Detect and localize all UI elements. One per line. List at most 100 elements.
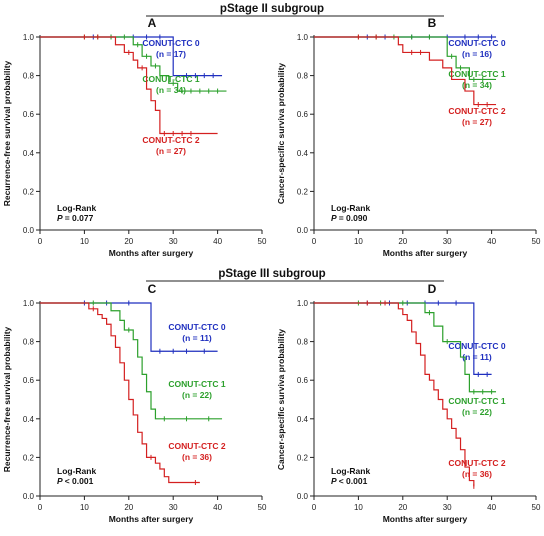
x-tick-label: 40 xyxy=(213,237,222,246)
legend-series-n: (n = 27) xyxy=(156,146,186,156)
x-tick-label: 40 xyxy=(213,503,222,512)
y-tick-label: 0.8 xyxy=(23,338,35,347)
y-tick-label: 0.0 xyxy=(297,492,309,501)
stat-test-label: Log-Rank xyxy=(331,466,370,476)
y-tick-label: 0.8 xyxy=(23,72,35,81)
x-axis-label: Months after surgery xyxy=(109,514,194,524)
x-tick-label: 0 xyxy=(38,237,43,246)
y-tick-label: 0.0 xyxy=(23,226,35,235)
legend-series-n: (n = 11) xyxy=(462,352,492,362)
p-value-text: = 0.090 xyxy=(339,213,368,223)
panel-letter: B xyxy=(428,16,437,30)
x-tick-label: 30 xyxy=(169,503,178,512)
legend-series-name: CONUT-CTC 0 xyxy=(142,38,199,48)
panel-d: D 0.0 0.2 0.4 0.6 0.8 1.0 0 10 20 30 40 50 Months aft… xyxy=(276,282,541,524)
x-tick-label: 0 xyxy=(312,503,317,512)
stat-p-value: P = 0.077 xyxy=(57,213,94,223)
x-tick-label: 20 xyxy=(398,503,407,512)
x-tick-label: 10 xyxy=(80,237,89,246)
p-value-text: < 0.001 xyxy=(65,476,94,486)
stat-test-label: Log-Rank xyxy=(57,203,96,213)
y-axis-label: Cancer-specific surviva probability xyxy=(276,63,286,205)
legend-series-name: CONUT-CTC 2 xyxy=(448,458,505,468)
stat-test-label: Log-Rank xyxy=(331,203,370,213)
legend-series-name: CONUT-CTC 0 xyxy=(448,341,505,351)
y-tick-label: 1.0 xyxy=(297,33,309,42)
legend-series-n: (n = 22) xyxy=(462,407,492,417)
x-tick-label: 30 xyxy=(443,237,452,246)
legend-series-n: (n = 36) xyxy=(182,452,212,462)
legend-series-name: CONUT-CTC 1 xyxy=(142,74,199,84)
x-axis-label: Months after surgery xyxy=(383,514,468,524)
x-axis-label: Months after surgery xyxy=(383,248,468,258)
y-tick-label: 0.0 xyxy=(297,226,309,235)
legend-series-n: (n = 17) xyxy=(156,49,186,59)
y-tick-label: 0.4 xyxy=(297,415,309,424)
x-tick-label: 10 xyxy=(80,503,89,512)
km-curve-conut-ctc-1 xyxy=(40,302,223,420)
x-tick-label: 10 xyxy=(354,503,363,512)
stat-test-label: Log-Rank xyxy=(57,466,96,476)
km-curve-conut-ctc-2 xyxy=(314,302,475,487)
y-axis-label: Recurrence-free survival probability xyxy=(2,60,12,206)
legend-series-name: CONUT-CTC 1 xyxy=(448,69,505,79)
legend-series-n: (n = 34) xyxy=(156,85,186,95)
legend-series-n: (n = 36) xyxy=(462,469,492,479)
panel-c: C 0.0 0.2 0.4 0.6 0.8 1.0 0 10 20 30 40 50 Months aft… xyxy=(2,282,267,524)
km-curve-conut-ctc-1 xyxy=(314,302,497,393)
x-tick-label: 30 xyxy=(443,503,452,512)
y-tick-label: 0.6 xyxy=(297,376,309,385)
legend-series-name: CONUT-CTC 0 xyxy=(448,38,505,48)
y-tick-label: 0.0 xyxy=(23,492,35,501)
x-tick-label: 30 xyxy=(169,237,178,246)
panels-layer: A 0.0 0.2 0.4 0.6 0.8 1.0 0 10 20 30 40 50 Months aft… xyxy=(2,16,541,524)
y-tick-label: 0.2 xyxy=(297,187,309,196)
p-value-text: = 0.077 xyxy=(65,213,94,223)
panel-letter: A xyxy=(148,16,157,30)
panel-letter: D xyxy=(428,282,437,296)
y-axis-label: Cancer-specific surviva probability xyxy=(276,329,286,471)
p-value-text: < 0.001 xyxy=(339,476,368,486)
legend-series-n: (n = 34) xyxy=(462,80,492,90)
group-title-pstage-iii: pStage III subgroup xyxy=(218,268,325,280)
km-curve-conut-ctc-2 xyxy=(314,36,497,106)
stat-p-value: P < 0.001 xyxy=(57,476,94,486)
panel-letter: C xyxy=(148,282,157,296)
x-tick-label: 40 xyxy=(487,503,496,512)
legend-series-name: CONUT-CTC 2 xyxy=(168,441,225,451)
x-tick-label: 50 xyxy=(532,237,541,246)
panel-b: B 0.0 0.2 0.4 0.6 0.8 1.0 0 10 20 30 40 50 Months aft… xyxy=(276,16,541,258)
x-tick-label: 20 xyxy=(124,237,133,246)
group-title-pstage-ii: pStage II subgroup xyxy=(220,3,324,15)
stat-p-value: P < 0.001 xyxy=(331,476,368,486)
x-tick-label: 0 xyxy=(38,503,43,512)
y-axis-label: Recurrence-free survival probability xyxy=(2,326,12,472)
y-tick-label: 0.2 xyxy=(23,453,35,462)
x-axis-label: Months after surgery xyxy=(109,248,194,258)
legend-series-name: CONUT-CTC 1 xyxy=(168,379,225,389)
x-tick-label: 50 xyxy=(532,503,541,512)
p-symbol: P xyxy=(331,476,339,486)
p-symbol: P xyxy=(331,213,339,223)
km-curve-conut-ctc-1 xyxy=(314,36,497,81)
y-tick-label: 0.4 xyxy=(23,415,35,424)
y-tick-label: 0.6 xyxy=(297,110,309,119)
stat-p-value: P = 0.090 xyxy=(331,213,368,223)
y-tick-label: 0.4 xyxy=(23,149,35,158)
legend-series-n: (n = 27) xyxy=(462,117,492,127)
legend-series-n: (n = 22) xyxy=(182,390,212,400)
y-tick-label: 0.4 xyxy=(297,149,309,158)
legend-series-name: CONUT-CTC 0 xyxy=(168,322,225,332)
y-tick-label: 0.2 xyxy=(23,187,35,196)
legend-series-n: (n = 11) xyxy=(182,333,212,343)
legend-series-name: CONUT-CTC 1 xyxy=(448,396,505,406)
x-tick-label: 0 xyxy=(312,237,317,246)
y-tick-label: 0.8 xyxy=(297,338,309,347)
p-symbol: P xyxy=(57,476,65,486)
x-tick-label: 20 xyxy=(124,503,133,512)
km-curve-conut-ctc-2 xyxy=(40,302,200,484)
x-tick-label: 50 xyxy=(258,503,267,512)
legend-series-name: CONUT-CTC 2 xyxy=(142,135,199,145)
y-tick-label: 1.0 xyxy=(297,299,309,308)
